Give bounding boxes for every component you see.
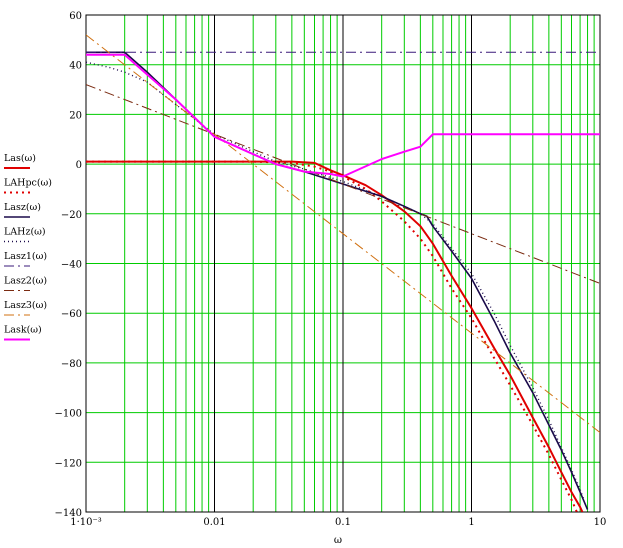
y-tick-label: −20	[61, 210, 82, 221]
series-lasz2-line	[86, 84, 600, 284]
y-axis-ticks: 60 40 20 0 −20 −40 −60 −80 −100 −120 −140	[55, 11, 82, 519]
x-tick-label: 10	[594, 517, 607, 528]
grid-minor	[86, 14, 600, 513]
y-tick-label: −140	[55, 508, 82, 519]
x-axis-ticks: 1·10⁻³ 0.01 0.1 1 10	[70, 517, 606, 528]
x-tick-label: 1·10⁻³	[70, 517, 102, 528]
x-axis-label: ω	[334, 535, 342, 546]
legend-label-lask: Lask(ω)	[4, 325, 42, 336]
y-tick-label: −100	[55, 409, 82, 420]
y-tick-label: 40	[69, 61, 82, 72]
legend-label-lahpc: LAHpc(ω)	[4, 178, 52, 189]
y-tick-label: −80	[61, 359, 82, 370]
y-tick-label: 0	[76, 160, 82, 171]
series-layer	[86, 34, 600, 512]
plot-frame	[85, 14, 601, 513]
y-tick-label: −40	[61, 260, 82, 271]
legend-label-lasz3: Lasz3(ω)	[4, 300, 47, 311]
y-tick-label: −60	[61, 309, 82, 320]
legend-label-lahz: LAHz(ω)	[4, 227, 46, 238]
legend-label-lasz2: Lasz2(ω)	[4, 276, 47, 287]
y-tick-label: 20	[69, 110, 82, 121]
x-tick-label: 0.01	[203, 517, 225, 528]
y-tick-label: 60	[69, 11, 82, 22]
series-lasz3-line	[86, 34, 600, 433]
legend-label-las: Las(ω)	[4, 153, 36, 164]
legend-label-lasz: Lasz(ω)	[4, 202, 41, 213]
y-tick-label: −120	[55, 458, 82, 469]
x-tick-label: 1	[468, 517, 474, 528]
series-lask-line	[86, 53, 600, 178]
legend-label-lasz1: Lasz1(ω)	[4, 251, 47, 262]
x-tick-label: 0.1	[335, 517, 351, 528]
series-lahz-line	[86, 61, 585, 500]
legend: Las(ω) LAHpc(ω) Lasz(ω) LAHz(ω) Lasz1(ω) Lasz…	[4, 153, 52, 341]
